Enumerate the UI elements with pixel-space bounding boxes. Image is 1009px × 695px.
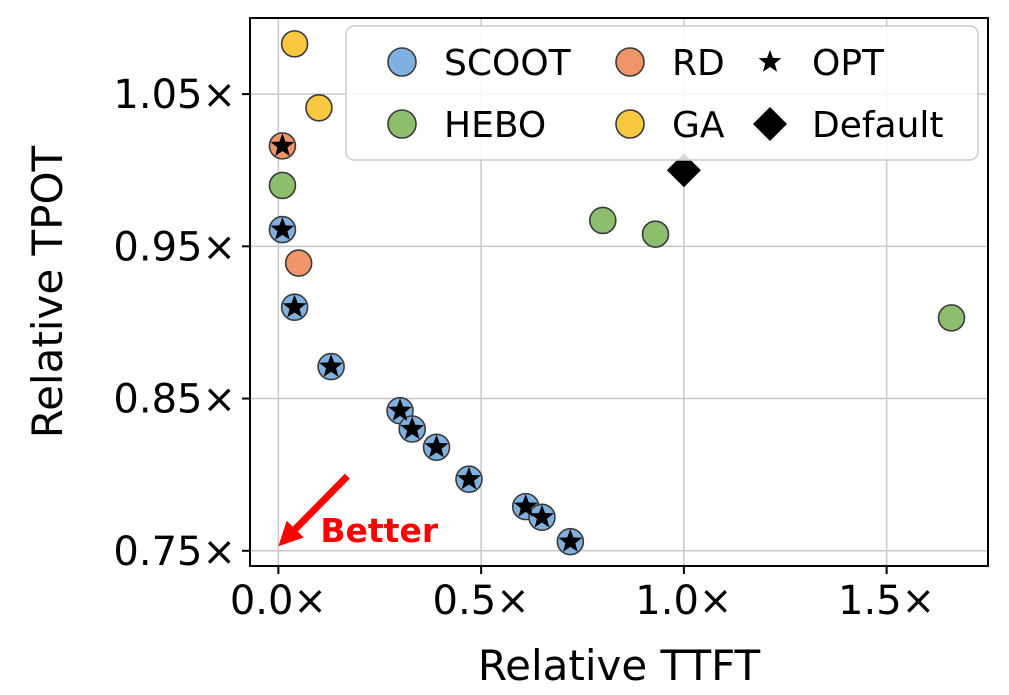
legend-label-ga: GA [672,105,725,146]
opt-point [282,294,307,318]
opt-point [270,133,295,156]
legend-marker-ga [615,109,645,139]
hebo-point [268,171,297,200]
opt-point [530,504,554,528]
legend-marker-rd [615,47,645,77]
legend-label-default: Default [812,105,944,146]
opt-point [558,529,583,552]
legend-box [345,25,979,161]
hebo-point [937,304,966,332]
opt-point [513,494,538,517]
plot-frame [249,17,989,567]
better-arrow-head [278,520,304,547]
hebo-point [641,220,670,248]
better-arrow [292,473,350,532]
y-tick-label: 0.75× [113,529,236,575]
legend-marker-scoot [387,47,417,77]
opt-point [400,416,425,440]
legend: SCOOT RD OPT HEBO GA Default [345,25,979,161]
rd-point [284,249,313,277]
opt-point [270,217,295,240]
legend-marker-default [753,107,787,141]
data-points [268,30,966,556]
better-annotation: Better [278,473,439,550]
axis-ticks: 0.0× 0.5× 1.0× 1.5× 0.75× 0.85× 0.95× 1.05× [113,72,935,624]
opt-point [457,466,481,490]
opt-point [424,434,449,458]
legend-label-rd: RD [672,43,725,84]
legend-label-hebo: HEBO [444,105,546,146]
y-tick-label: 1.05× [113,72,236,118]
legend-label-scoot: SCOOT [444,43,572,84]
x-tick-label: 1.5× [838,578,935,624]
hebo-point [588,206,617,235]
y-tick-label: 0.85× [113,377,236,423]
x-tick-label: 0.5× [433,578,530,624]
ga-point [280,30,309,58]
y-axis-title: Relative TPOT [23,145,72,438]
legend-label-opt: OPT [812,43,885,84]
better-label: Better [320,511,438,550]
legend-marker-opt [758,50,782,72]
opt-point [319,354,343,377]
default-point [666,153,701,188]
opt-point [388,398,412,421]
x-tick-label: 1.0× [635,578,732,624]
x-tick-label: 0.0× [230,578,327,624]
y-tick-label: 0.95× [113,224,236,270]
legend-marker-hebo [387,109,417,139]
ga-point [305,94,333,122]
x-axis-title: Relative TTFT [478,641,761,690]
